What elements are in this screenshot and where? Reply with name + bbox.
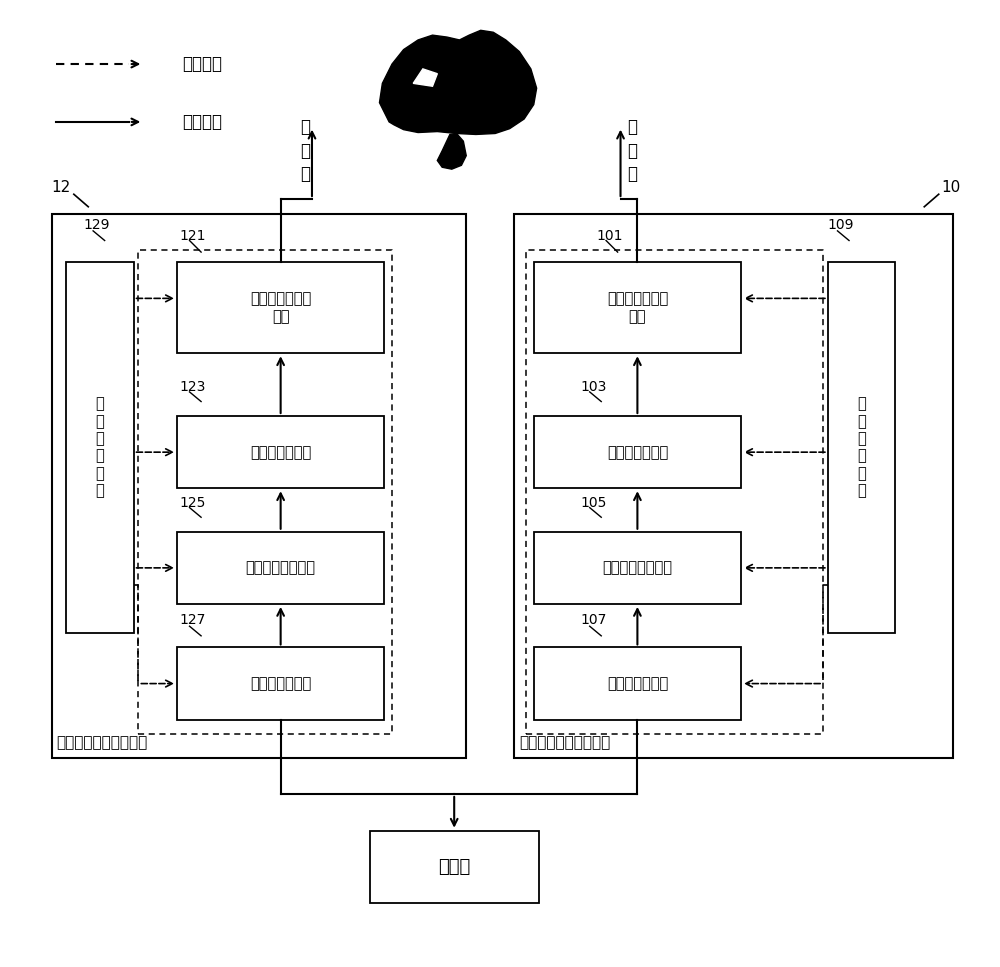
Text: 肝
动
脉: 肝 动 脉	[300, 118, 310, 184]
Text: 103: 103	[580, 380, 606, 395]
Polygon shape	[437, 133, 466, 169]
Bar	[52, 214, 466, 758]
Bar	[370, 831, 539, 903]
Bar	[514, 214, 953, 758]
Bar	[534, 648, 741, 719]
Text: 第二血流量检测器: 第二血流量检测器	[602, 560, 672, 575]
Bar	[66, 262, 134, 633]
Text: 107: 107	[580, 613, 606, 628]
Text: 第
一
主
控
制
器: 第 一 主 控 制 器	[95, 396, 104, 498]
Bar	[534, 262, 741, 353]
Bar	[534, 532, 741, 604]
Text: 125: 125	[180, 496, 206, 510]
Text: 105: 105	[580, 496, 606, 510]
Polygon shape	[413, 69, 437, 86]
Text: 第二离心式血泵子系统: 第二离心式血泵子系统	[519, 736, 611, 750]
Text: 10: 10	[942, 180, 961, 195]
Bar	[177, 416, 384, 488]
Text: 第二气泡检测器: 第二气泡检测器	[607, 445, 668, 459]
Text: 127: 127	[180, 613, 206, 628]
Bar	[177, 648, 384, 719]
Bar	[534, 416, 741, 488]
Text: 第一离心式血泵子系统: 第一离心式血泵子系统	[56, 736, 148, 750]
Bar	[828, 262, 895, 633]
Text: 第二有创血压检
测器: 第二有创血压检 测器	[607, 291, 668, 324]
Text: 121: 121	[180, 228, 206, 243]
Text: 第
二
主
控
制
器: 第 二 主 控 制 器	[857, 396, 866, 498]
Text: 门
静
脉: 门 静 脉	[627, 118, 637, 184]
Text: 第一气泡检测器: 第一气泡检测器	[250, 445, 311, 459]
Text: 第一有创压力检
测器: 第一有创压力检 测器	[250, 291, 311, 324]
Text: 123: 123	[180, 380, 206, 395]
Bar	[177, 532, 384, 604]
Text: 第一离心血泵器: 第一离心血泵器	[250, 676, 311, 691]
Text: 101: 101	[596, 228, 623, 243]
Text: 存血器: 存血器	[438, 858, 470, 876]
Text: 109: 109	[828, 219, 854, 232]
Text: 灌注管路: 灌注管路	[182, 113, 222, 131]
Polygon shape	[379, 30, 537, 134]
Text: 第二离心血泵器: 第二离心血泵器	[607, 676, 668, 691]
Bar	[177, 262, 384, 353]
Text: 12: 12	[52, 180, 71, 195]
Text: 129: 129	[83, 219, 110, 232]
Text: 数据线路: 数据线路	[182, 55, 222, 73]
Text: 第一血流量检测器: 第一血流量检测器	[246, 560, 316, 575]
